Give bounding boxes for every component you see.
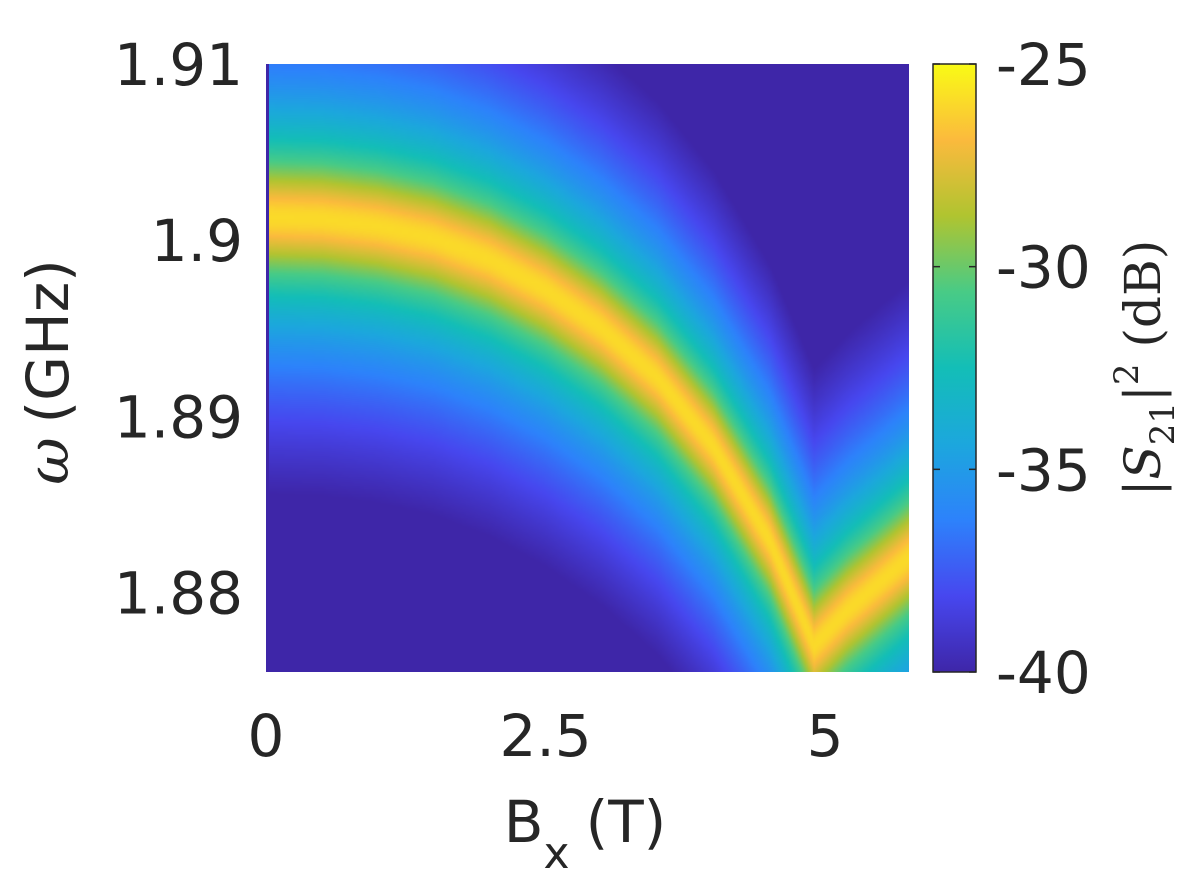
y-tick-label: 1.91 xyxy=(114,31,243,99)
left-edge-strip xyxy=(266,64,269,672)
colorbar: -40 -35 -30 -25 |S21|2(dB) xyxy=(932,31,1183,707)
y-tick-label: 1.88 xyxy=(114,560,243,628)
colorbar-tick-label: -35 xyxy=(996,436,1091,504)
x-axis: 0 2.5 5 xyxy=(248,702,844,770)
x-tick-label: 5 xyxy=(807,702,844,770)
colorbar-tick-label: -30 xyxy=(996,234,1091,302)
heatmap-area xyxy=(266,64,909,672)
colorbar-bar xyxy=(932,63,977,673)
heatmap-image xyxy=(266,64,909,672)
x-tick-label: 0 xyxy=(248,702,285,770)
x-tick-label: 2.5 xyxy=(499,702,591,770)
colorbar-label: |S21|2(dB) xyxy=(1107,240,1183,497)
y-tick-label: 1.9 xyxy=(151,207,243,275)
y-axis: 1.88 1.89 1.9 1.91 xyxy=(114,31,243,628)
colorbar-ticks: -40 -35 -30 -25 xyxy=(933,31,1091,707)
y-tick-label: 1.89 xyxy=(114,383,243,451)
colorbar-tick-label: -40 xyxy=(996,639,1091,707)
y-axis-label: ω(GHz) xyxy=(14,259,82,485)
x-axis-label: Bx (T) xyxy=(504,788,667,879)
colorbar-tick-label: -25 xyxy=(996,31,1091,99)
